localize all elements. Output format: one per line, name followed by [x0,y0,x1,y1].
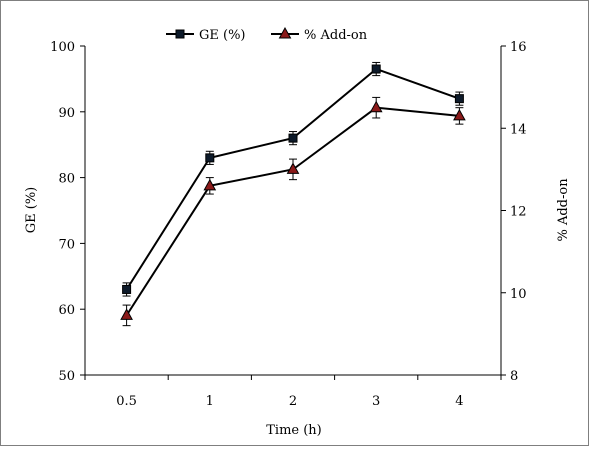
y2-tick-label: 16 [510,40,527,55]
data-point [286,162,300,174]
x-axis-label: Time (h) [266,423,322,438]
legend-marker [278,26,292,39]
y2-tick-label: 12 [510,205,527,220]
y-tick-label: 80 [58,172,75,187]
y2-tick-label: 14 [510,122,527,137]
data-point [203,178,217,191]
legend-marker [175,29,185,39]
data-point [205,153,215,163]
y2-axis-label: % Add-on [556,178,571,242]
y-tick-label: 60 [58,303,75,318]
x-tick-label: 1 [206,394,214,409]
y-axis-label: GE (%) [24,187,39,234]
data-point [122,284,132,294]
x-tick-label: 3 [372,394,380,409]
data-point [454,94,464,104]
x-tick-label: 0.5 [116,394,137,409]
data-point [288,133,298,143]
y-tick-label: 90 [58,106,75,121]
legend-label: GE (%) [199,28,246,43]
data-point [120,308,133,320]
y2-tick-label: 8 [510,369,518,384]
y-tick-label: 70 [58,237,75,252]
y-tick-label: 100 [50,40,75,55]
data-point [371,64,381,74]
legend-label: % Add-on [304,28,368,43]
x-tick-label: 4 [455,394,463,409]
data-point [369,100,383,113]
y2-tick-label: 10 [510,287,527,302]
y-tick-label: 50 [58,369,75,384]
data-point [453,108,466,121]
x-tick-label: 2 [289,394,297,409]
